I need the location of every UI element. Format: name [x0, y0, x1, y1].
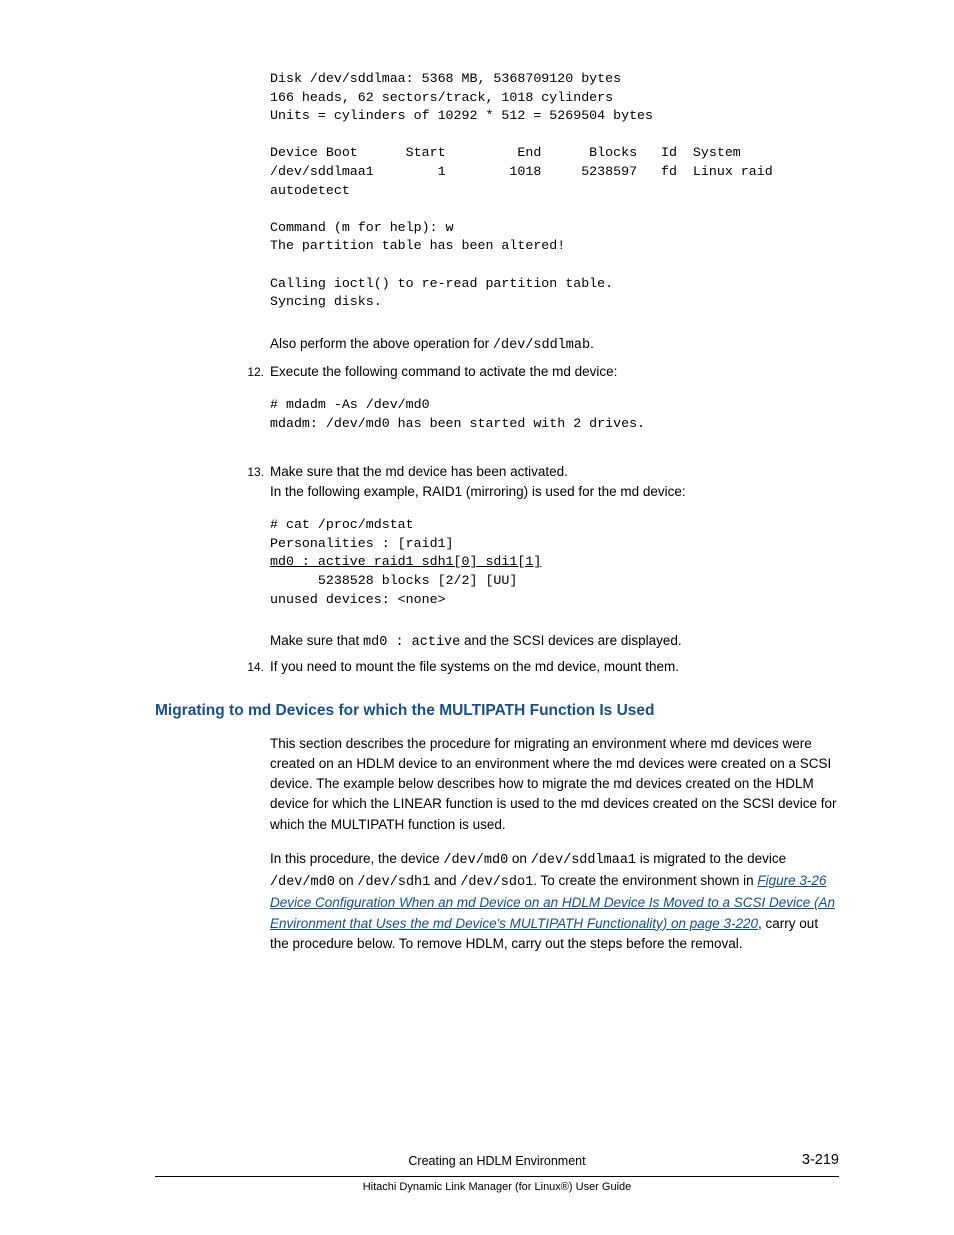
inline-code: /dev/sddlmaa1: [531, 853, 636, 868]
paragraph-with-link: In this procedure, the device /dev/md0 o…: [270, 849, 839, 954]
paragraph: This section describes the procedure for…: [270, 734, 839, 835]
page-footer: Creating an HDLM Environment 3-219 Hitac…: [155, 1154, 839, 1193]
text: on: [335, 873, 358, 888]
code-span: 5238528 blocks [2/2] [UU] unused devices…: [270, 573, 517, 607]
document-page: Disk /dev/sddlmaa: 5368 MB, 5368709120 b…: [0, 0, 954, 1235]
inline-code: /dev/sddlmab: [493, 338, 590, 353]
inline-code: /dev/md0: [443, 853, 508, 868]
text: and: [430, 873, 460, 888]
step-13: 13. Make sure that the md device has bee…: [155, 462, 839, 503]
code-text: Disk /dev/sddlmaa: 5368 MB, 5368709120 b…: [270, 70, 839, 312]
text: In this procedure, the device: [270, 851, 443, 866]
step-number: 13.: [236, 465, 270, 479]
step-text: Execute the following command to activat…: [270, 362, 839, 382]
inline-code: /dev/sdo1: [460, 875, 533, 890]
inline-code: /dev/md0: [270, 875, 335, 890]
code-block-mdstat: # cat /proc/mdstat Personalities : [raid…: [270, 516, 839, 609]
step-12: 12. Execute the following command to act…: [155, 362, 839, 382]
footer-book-title: Hitachi Dynamic Link Manager (for Linux®…: [155, 1181, 839, 1193]
section-heading: Migrating to md Devices for which the MU…: [155, 702, 839, 720]
step-14: 14. If you need to mount the file system…: [155, 657, 839, 677]
paragraph-also-perform: Also perform the above operation for /de…: [270, 334, 839, 356]
inline-code: /dev/sdh1: [357, 875, 430, 890]
code-block-fdisk: Disk /dev/sddlmaa: 5368 MB, 5368709120 b…: [270, 70, 839, 312]
step-number: 12.: [236, 365, 270, 379]
code-span: # cat /proc/mdstat Personalities : [raid…: [270, 517, 454, 551]
footer-chapter-title: Creating an HDLM Environment: [155, 1154, 839, 1168]
code-text: # cat /proc/mdstat Personalities : [raid…: [270, 516, 839, 609]
code-underline: md0 : active raid1 sdh1[0] sdi1[1]: [270, 554, 541, 569]
code-text: # mdadm -As /dev/md0 mdadm: /dev/md0 has…: [270, 396, 839, 433]
code-block-mdadm: # mdadm -As /dev/md0 mdadm: /dev/md0 has…: [270, 396, 839, 433]
text: is migrated to the device: [636, 851, 786, 866]
text-line: Make sure that the md device has been ac…: [270, 462, 839, 482]
text: .: [590, 336, 594, 351]
text: Also perform the above operation for: [270, 336, 493, 351]
footer-top-row: Creating an HDLM Environment 3-219: [155, 1154, 839, 1177]
footer-page-number: 3-219: [802, 1152, 839, 1168]
paragraph-make-sure: Make sure that md0 : active and the SCSI…: [270, 631, 839, 653]
text-line: In the following example, RAID1 (mirrori…: [270, 482, 839, 502]
text: and the SCSI devices are displayed.: [460, 633, 681, 648]
inline-code: md0 : active: [363, 635, 460, 650]
text: Make sure that: [270, 633, 363, 648]
text: on: [508, 851, 531, 866]
step-number: 14.: [236, 660, 270, 674]
step-text: Make sure that the md device has been ac…: [270, 462, 839, 503]
step-text: If you need to mount the file systems on…: [270, 657, 839, 677]
text: . To create the environment shown in: [533, 873, 757, 888]
